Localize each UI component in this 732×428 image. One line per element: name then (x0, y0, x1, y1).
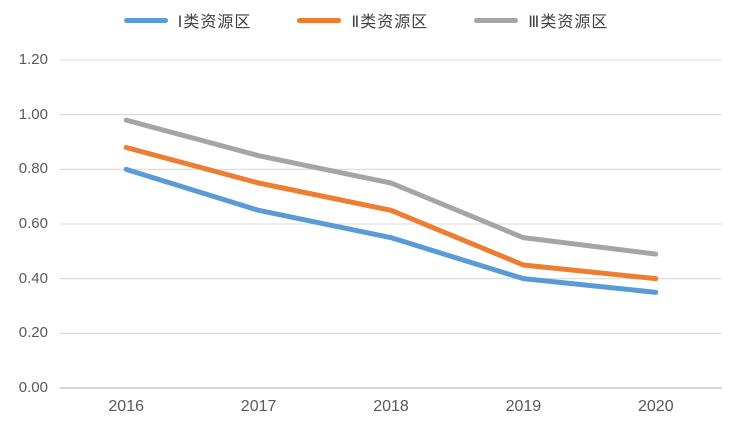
legend-label-zone1: Ⅰ类资源区 (177, 14, 252, 31)
legend-swatch-zone3-icon (474, 17, 519, 23)
series-line-2 (123, 144, 659, 282)
y-tick-label: 0.00 (18, 379, 48, 396)
chart-legend: Ⅰ类资源区 Ⅱ类资源区 Ⅲ类资源区 (0, 8, 732, 32)
x-tick-label: 2017 (240, 398, 277, 415)
series-line-1 (123, 166, 659, 295)
legend-label-zone2: Ⅱ类资源区 (351, 14, 429, 31)
legend-swatch-zone2-icon (297, 17, 342, 23)
x-tick-label: 2019 (505, 398, 542, 415)
series-line-3 (123, 117, 659, 257)
y-tick-label: 1.20 (18, 51, 48, 68)
y-tick-label: 0.80 (18, 160, 48, 178)
legend-item-zone3: Ⅲ类资源区 (474, 8, 608, 32)
x-tick-label: 2018 (373, 398, 409, 415)
y-tick-label: 0.40 (18, 269, 48, 287)
y-tick-label: 0.60 (18, 215, 48, 232)
x-tick-label: 2016 (108, 398, 144, 415)
legend-label-zone3: Ⅲ类资源区 (528, 14, 609, 31)
y-tick-label: 0.20 (18, 324, 48, 342)
y-tick-label: 1.00 (18, 105, 48, 123)
legend-swatch-zone1-icon (123, 17, 168, 23)
legend-item-zone2: Ⅱ类资源区 (297, 8, 428, 32)
x-tick-label: 2020 (638, 398, 674, 415)
legend-item-zone1: Ⅰ类资源区 (123, 8, 252, 32)
